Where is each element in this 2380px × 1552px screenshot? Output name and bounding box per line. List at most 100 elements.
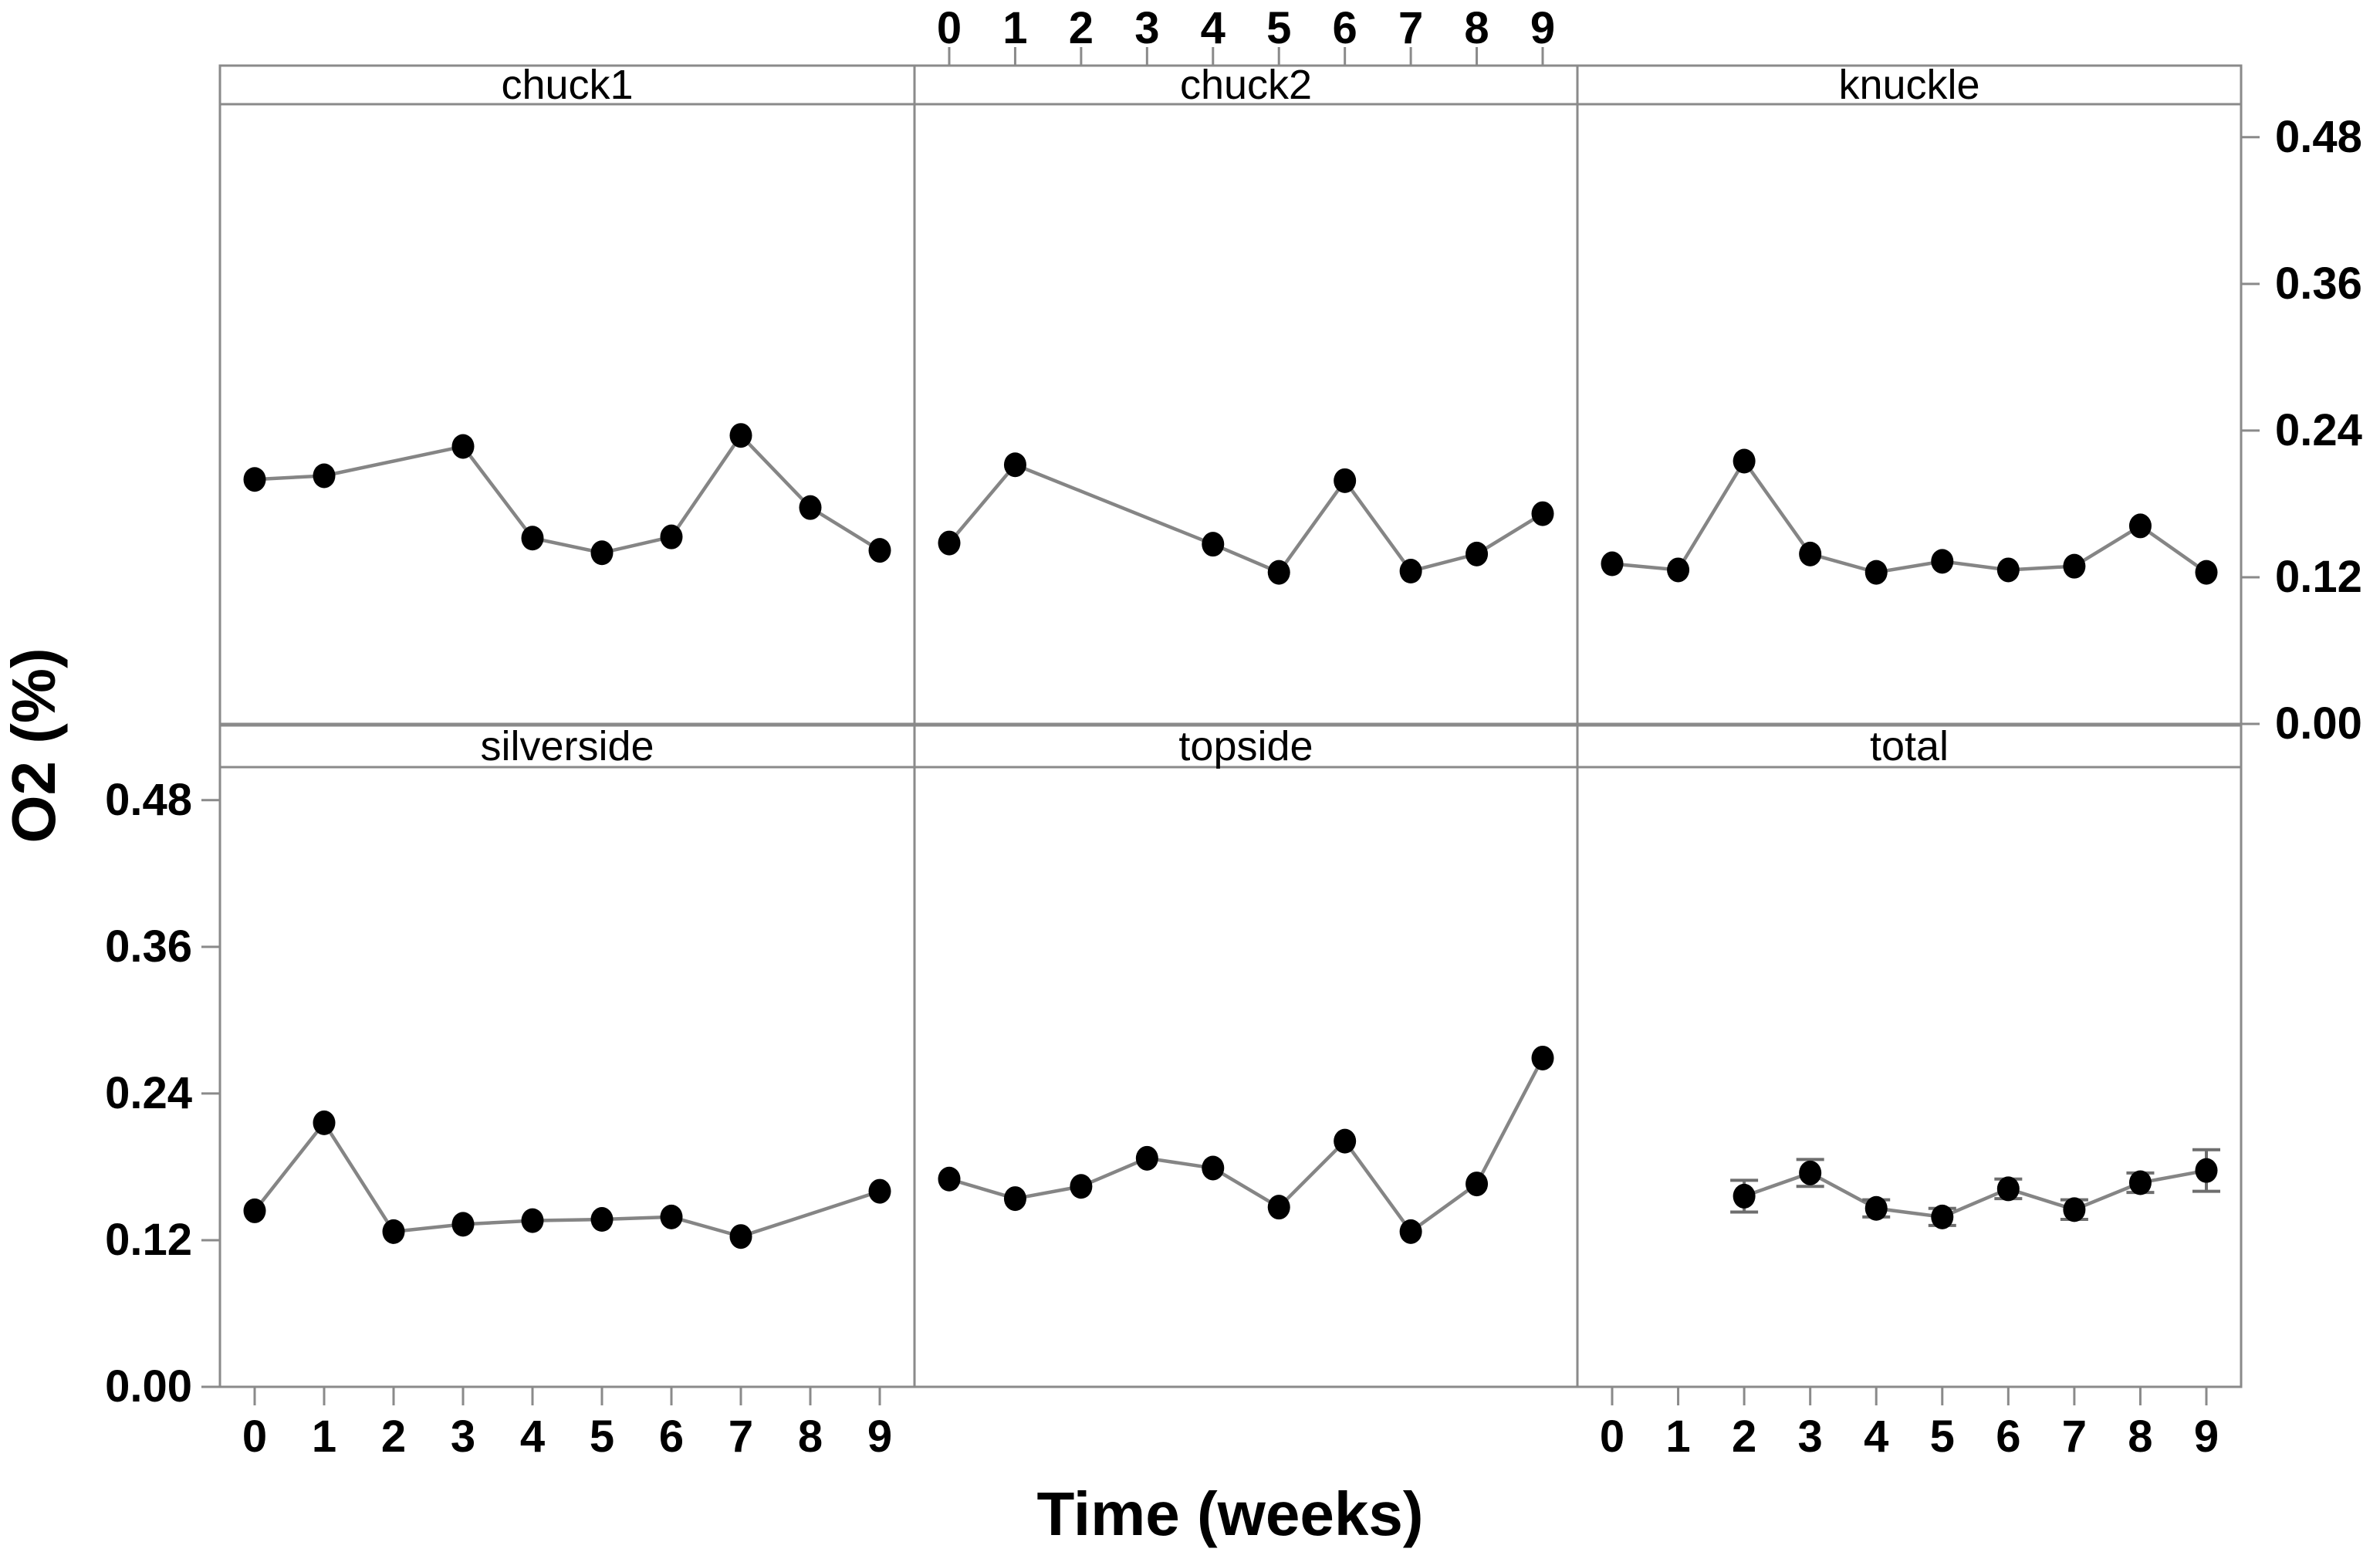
data-point (382, 1219, 405, 1244)
x-axis-title: Time (weeks) (1036, 1479, 1424, 1548)
strip-frame (218, 724, 916, 769)
data-point (2195, 1158, 2218, 1183)
y-axis-title: O2 (%) (0, 648, 68, 844)
bottom-x-tick-label: 0 (1599, 1412, 1625, 1462)
series-line (948, 1057, 1544, 1234)
bottom-x-tick-label: 4 (1864, 1412, 1889, 1462)
data-point (1003, 1186, 1026, 1212)
bottom-x-tick-label: 4 (519, 1412, 546, 1462)
left-y-tick-label: 0.24 (105, 1067, 192, 1118)
data-point (660, 1204, 683, 1229)
data-point (2128, 1170, 2152, 1195)
bottom-x-tick-label: 2 (380, 1412, 407, 1462)
data-point (1070, 1174, 1093, 1199)
bottom-x-tick-label: 5 (1929, 1412, 1955, 1462)
data-point (1003, 452, 1026, 478)
top-x-tick-label: 8 (1464, 3, 1489, 53)
top-x-tick-label: 7 (1398, 3, 1424, 53)
bottom-x-tick-label: 8 (797, 1412, 823, 1462)
top-x-tick-label: 5 (1266, 3, 1292, 53)
data-point (938, 530, 961, 556)
data-point (660, 524, 683, 549)
data-point (590, 1207, 614, 1232)
data-point (729, 1224, 752, 1249)
data-point (243, 1198, 266, 1223)
bottom-x-tick-label: 7 (728, 1412, 754, 1462)
data-point (1202, 532, 1225, 557)
panel-frame (913, 103, 1579, 725)
data-point (1733, 448, 1756, 474)
data-point (590, 540, 614, 566)
data-point (868, 538, 891, 563)
bottom-x-tick-label: 9 (867, 1412, 893, 1462)
panel-frame (1576, 103, 2243, 725)
left-y-tick-label: 0.12 (105, 1214, 192, 1265)
right-y-tick-label: 0.36 (2275, 258, 2362, 309)
bottom-x-tick-label: 1 (1665, 1412, 1691, 1462)
data-point (1466, 1172, 1489, 1197)
bottom-x-tick-label: 5 (589, 1412, 615, 1462)
data-point (1466, 541, 1489, 566)
left-y-tick-label: 0.36 (105, 921, 192, 972)
data-point (1135, 1145, 1158, 1171)
data-point (451, 1212, 475, 1237)
bottom-x-tick-label: 8 (2128, 1412, 2153, 1462)
data-point (1399, 559, 1422, 584)
top-x-tick-label: 0 (936, 3, 962, 53)
strip-frame (218, 64, 916, 106)
panel-frame (218, 766, 916, 1388)
data-point (1996, 1176, 2020, 1202)
bottom-x-tick-label: 0 (242, 1412, 268, 1462)
strip-frame (913, 724, 1579, 769)
data-point (1601, 551, 1624, 577)
data-point (868, 1178, 891, 1204)
data-point (1799, 1160, 1822, 1185)
data-point (521, 1208, 544, 1233)
data-point (1931, 1204, 1954, 1229)
panel-frame (218, 103, 916, 725)
data-point (1931, 549, 1954, 574)
data-point (2063, 1197, 2086, 1222)
data-point (313, 1110, 336, 1135)
panel-frame (913, 766, 1579, 1388)
bottom-x-tick-label: 9 (2193, 1412, 2219, 1462)
data-point (1864, 1195, 1888, 1221)
strip-frame (913, 64, 1579, 106)
data-point (313, 463, 336, 489)
bottom-x-tick-label: 2 (1731, 1412, 1757, 1462)
data-point (1334, 468, 1357, 493)
panel-frame (1576, 766, 2243, 1388)
series-line (1743, 1168, 2207, 1219)
data-point (521, 526, 544, 551)
data-point (2063, 553, 2086, 579)
data-point (1733, 1183, 1756, 1209)
top-x-tick-label: 1 (1002, 3, 1028, 53)
top-x-tick-label: 2 (1068, 3, 1094, 53)
bottom-x-tick-label: 1 (311, 1412, 337, 1462)
series-line (1611, 458, 2208, 574)
bottom-x-tick-label: 3 (450, 1412, 476, 1462)
top-x-tick-label: 3 (1134, 3, 1160, 53)
data-point (451, 434, 475, 459)
top-x-tick-label: 9 (1530, 3, 1556, 53)
data-point (1531, 501, 1554, 526)
bottom-x-tick-label: 7 (2061, 1412, 2088, 1462)
data-point (1531, 1045, 1554, 1070)
data-point (1267, 1195, 1290, 1220)
right-y-tick-label: 0.24 (2275, 404, 2362, 455)
left-y-tick-label: 0.00 (105, 1361, 192, 1412)
right-y-tick-label: 0.48 (2275, 111, 2362, 162)
data-point (2128, 513, 2152, 539)
data-point (1864, 560, 1888, 585)
data-point (729, 423, 752, 448)
data-point (1399, 1219, 1422, 1244)
data-point (1202, 1155, 1225, 1181)
data-point (1799, 541, 1822, 566)
strip-frame (1576, 724, 2243, 769)
data-point (799, 495, 822, 520)
bottom-x-tick-label: 6 (1996, 1412, 2021, 1462)
left-y-tick-label: 0.48 (105, 774, 192, 825)
data-point (1996, 557, 2020, 583)
